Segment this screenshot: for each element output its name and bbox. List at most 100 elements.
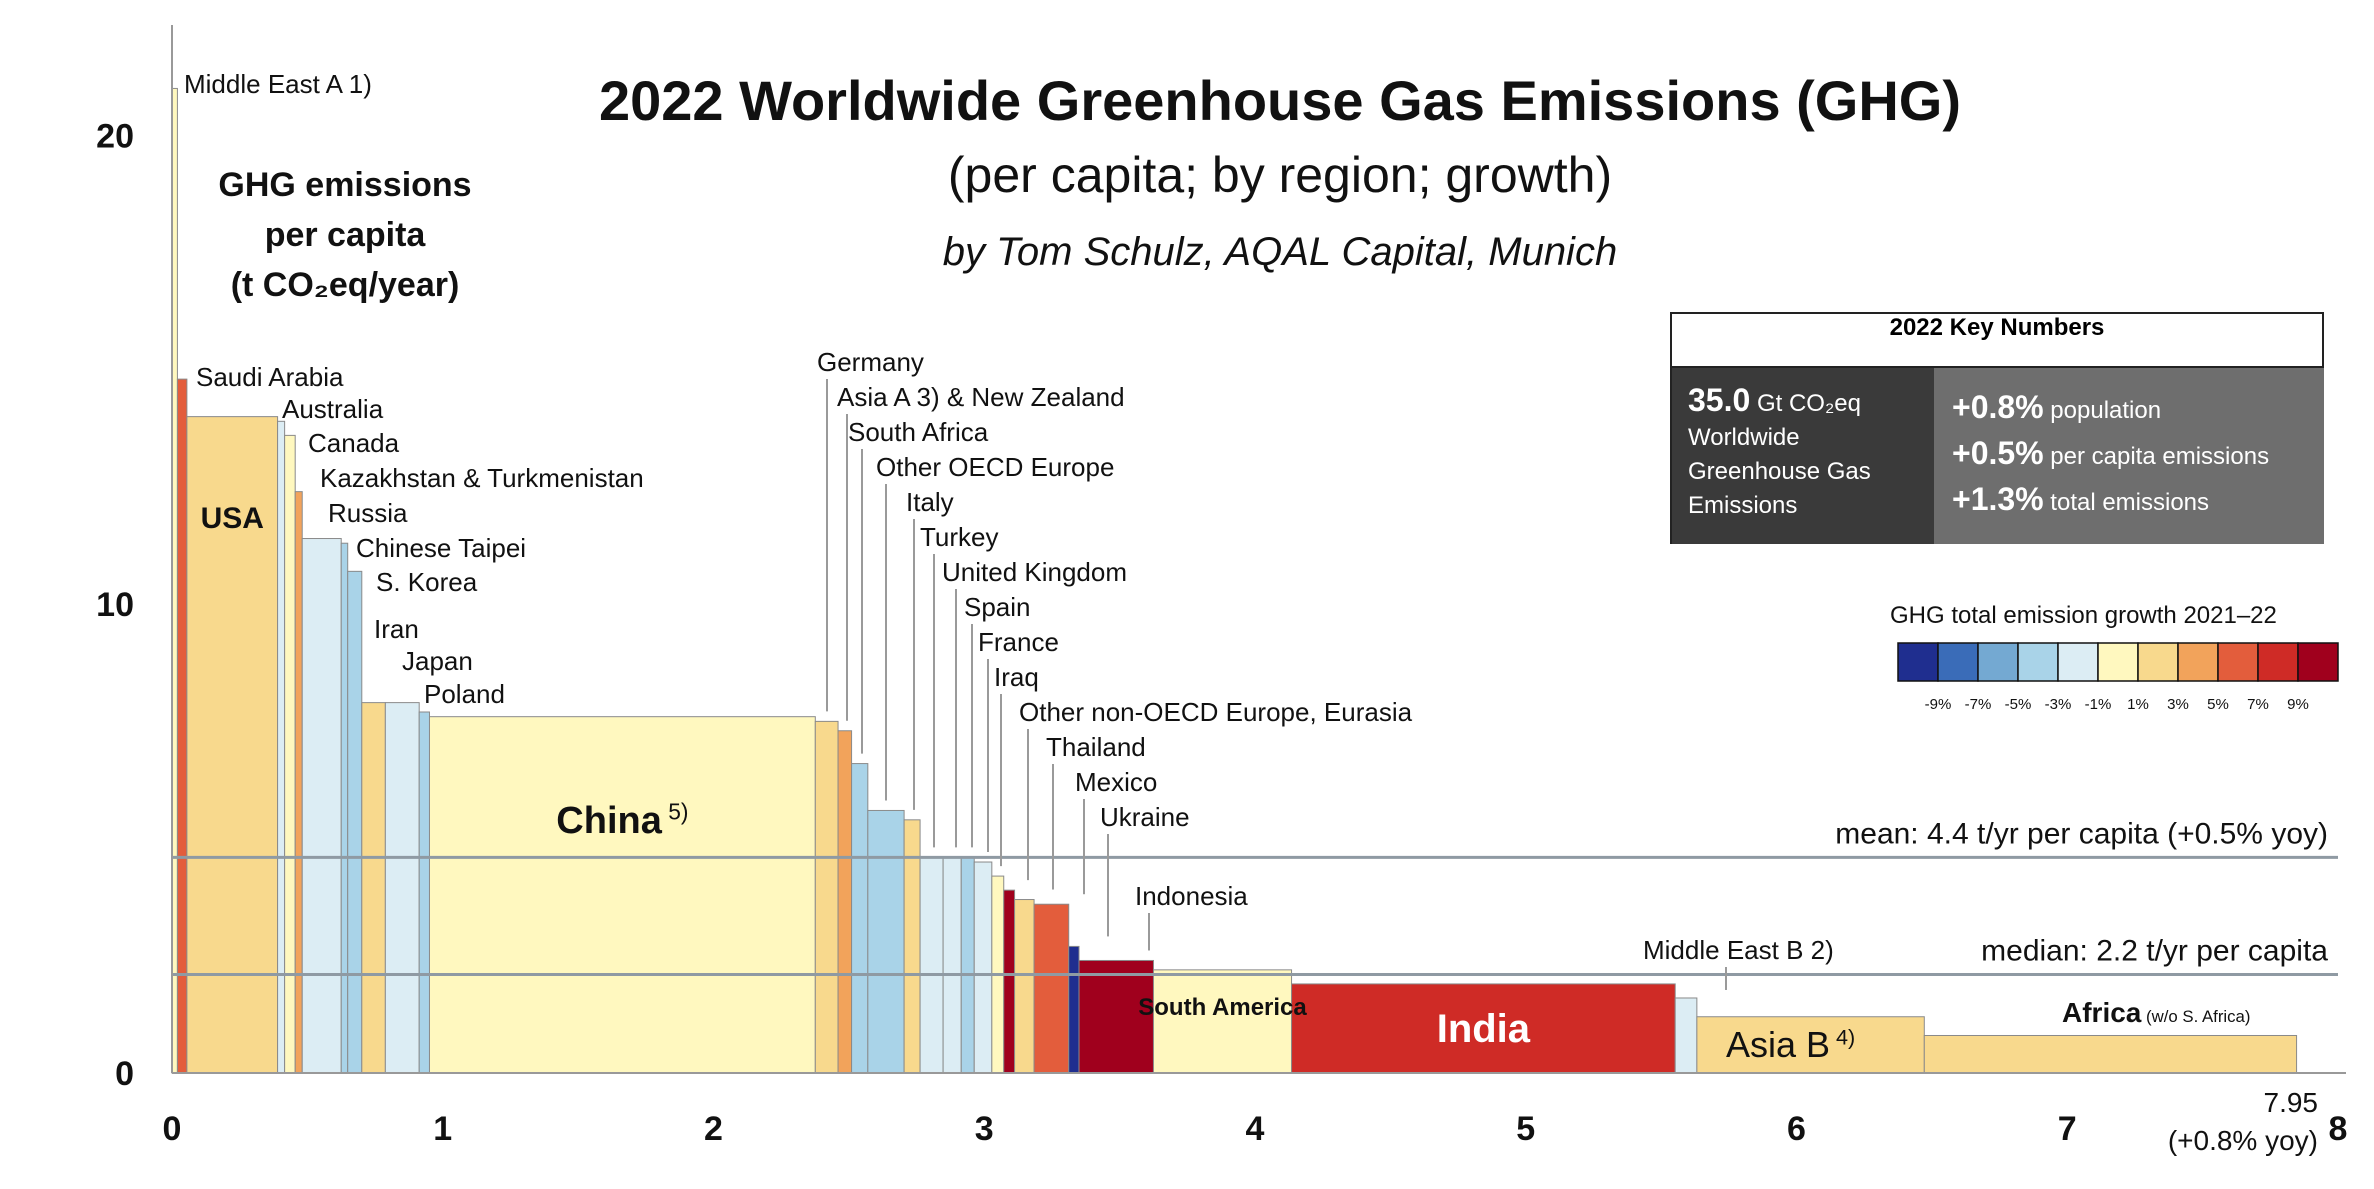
bar xyxy=(284,434,296,1074)
bar-label: Mexico xyxy=(1075,767,1157,797)
total-population-label: 7.95 xyxy=(2264,1087,2319,1118)
bar-label-suffix: 5) xyxy=(662,799,689,825)
bar-label: Poland xyxy=(424,679,505,709)
legend-swatch xyxy=(1937,642,1979,682)
bar xyxy=(186,416,279,1074)
bar xyxy=(1923,1034,2298,1074)
total-emissions-value: 35.0 xyxy=(1688,382,1751,418)
bar-label: S. Korea xyxy=(376,567,478,597)
key-numbers-total: 35.0 Gt CO₂eq Worldwide Greenhouse Gas E… xyxy=(1672,368,1934,544)
bar-label-suffix: (w/o S. Africa) xyxy=(2141,1007,2250,1026)
bar-label: South Africa xyxy=(848,417,989,447)
x-tick-label: 3 xyxy=(975,1110,994,1148)
bar xyxy=(867,809,905,1074)
bar xyxy=(294,491,303,1074)
bar xyxy=(1014,899,1035,1074)
key-numbers-heading: 2022 Key Numbers xyxy=(1672,314,2322,368)
chart-title: 2022 Worldwide Greenhouse Gas Emissions … xyxy=(598,69,1962,132)
stat-label: population xyxy=(2050,397,2162,424)
bar xyxy=(837,730,853,1074)
legend-swatch xyxy=(2137,642,2179,682)
bar-label: Iran xyxy=(374,614,419,644)
bar-label: Middle East A 1) xyxy=(184,69,372,99)
bar-label: Other non-OECD Europe, Eurasia xyxy=(1019,697,1413,727)
bar xyxy=(919,856,944,1074)
bar xyxy=(1033,903,1070,1074)
bar-label: Australia xyxy=(282,394,384,424)
bar-label: Iraq xyxy=(994,662,1039,692)
legend-swatch xyxy=(2297,642,2339,682)
growth-legend-title: GHG total emission growth 2021–22 xyxy=(1890,602,2277,629)
bar xyxy=(1003,889,1016,1074)
y-axis-label-line: GHG emissions xyxy=(218,166,472,204)
bar xyxy=(1674,997,1698,1074)
stat-label: per capita emissions xyxy=(2050,443,2270,470)
total-emissions-unit: Gt CO₂eq xyxy=(1756,390,1861,417)
bar-label: USA xyxy=(201,502,264,535)
total-desc-line: Worldwide xyxy=(1688,424,1800,451)
chart-subtitle: (per capita; by region; growth) xyxy=(947,147,1613,203)
total-population-growth-label: (+0.8% yoy) xyxy=(2168,1125,2318,1156)
bar-label: Kazakhstan & Turkmenistan xyxy=(320,463,644,493)
bar-label: Turkey xyxy=(920,522,999,552)
bar xyxy=(361,702,386,1074)
y-axis-label-line: per capita xyxy=(264,216,426,254)
x-tick-label: 1 xyxy=(433,1110,452,1148)
key-numbers-stats: +0.8% population +0.5% per capita emissi… xyxy=(1934,368,2324,544)
x-tick-label: 7 xyxy=(2058,1110,2077,1148)
bar xyxy=(347,570,363,1074)
legend-swatch xyxy=(2177,642,2219,682)
bar xyxy=(418,711,430,1074)
total-desc-line: Greenhouse Gas xyxy=(1688,458,1871,485)
x-tick-label: 2 xyxy=(704,1110,723,1148)
legend-tick-label: 5% xyxy=(2207,696,2229,713)
bar-label: Thailand xyxy=(1046,732,1146,762)
bar xyxy=(384,702,420,1074)
legend-tick-label: 1% xyxy=(2127,696,2149,713)
total-desc-line: Emissions xyxy=(1688,492,1798,519)
bar-label: India xyxy=(1437,1007,1531,1051)
bar-label: Middle East B 2) xyxy=(1643,935,1834,965)
y-tick-label: 20 xyxy=(96,117,134,155)
bar xyxy=(1152,969,1293,1074)
bar-label: Italy xyxy=(906,487,954,517)
bar-label: Saudi Arabia xyxy=(196,362,344,392)
bar xyxy=(1291,983,1676,1074)
bar-label: Chinese Taipei xyxy=(356,533,526,563)
legend-tick-label: -1% xyxy=(2085,696,2112,713)
bar-label: Other OECD Europe xyxy=(876,452,1114,482)
y-tick-label: 10 xyxy=(96,586,134,624)
bar xyxy=(176,378,188,1074)
bar xyxy=(960,856,975,1074)
legend-swatch xyxy=(2257,642,2299,682)
stat-value: +1.3% xyxy=(1952,481,2044,517)
legend-swatch xyxy=(2097,642,2139,682)
bar-label: United Kingdom xyxy=(942,557,1127,587)
legend-tick-label: 9% xyxy=(2287,696,2309,713)
bar-label: Spain xyxy=(964,592,1031,622)
legend-tick-label: -5% xyxy=(2005,696,2032,713)
x-tick-label: 8 xyxy=(2329,1110,2348,1148)
stat-value: +0.8% xyxy=(1952,389,2044,425)
bar-label: Africa (w/o S. Africa) xyxy=(2062,997,2250,1028)
bar xyxy=(942,856,962,1074)
x-tick-label: 6 xyxy=(1787,1110,1806,1148)
bar xyxy=(973,861,993,1074)
bar-label: Japan xyxy=(402,646,473,676)
legend-swatch xyxy=(2057,642,2099,682)
bar-label: Russia xyxy=(328,498,408,528)
legend-tick-label: 3% xyxy=(2167,696,2189,713)
bar xyxy=(1068,945,1080,1074)
bar-label: Asia A 3) & New Zealand xyxy=(837,382,1125,412)
key-numbers-box: 2022 Key Numbers 35.0 Gt CO₂eq Worldwide… xyxy=(1670,312,2324,544)
x-tick-label: 4 xyxy=(1246,1110,1265,1148)
legend-tick-label: -9% xyxy=(1925,696,1952,713)
legend-swatch xyxy=(2217,642,2259,682)
bar xyxy=(340,542,349,1074)
bar-label: South America xyxy=(1138,994,1307,1021)
chart-byline: by Tom Schulz, AQAL Capital, Munich xyxy=(942,230,1618,274)
bar xyxy=(851,763,869,1074)
x-tick-label: 5 xyxy=(1516,1110,1535,1148)
